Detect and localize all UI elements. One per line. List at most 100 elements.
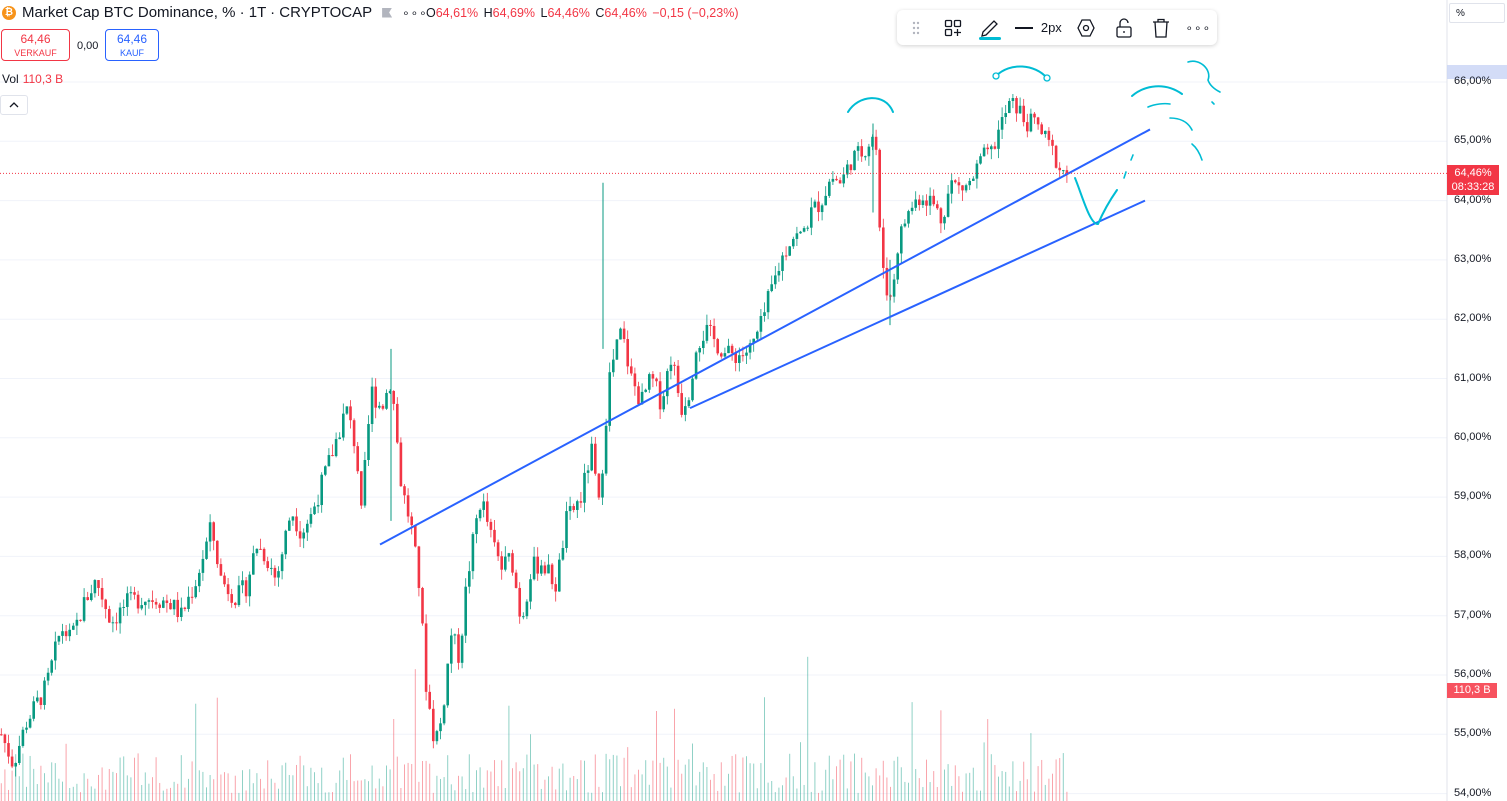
drag-handle-icon[interactable] [897, 10, 934, 45]
drawing-wave-4[interactable] [1191, 143, 1203, 161]
candle-body [734, 353, 737, 363]
hexagon-settings-icon[interactable] [1068, 10, 1105, 45]
settings-glyph [1077, 18, 1096, 37]
buy-button[interactable]: 64,46 KAUF [105, 29, 159, 61]
volume-bar [522, 768, 524, 801]
candle-body [410, 516, 413, 526]
unlock-icon[interactable] [1105, 10, 1142, 45]
candle-body [309, 514, 313, 524]
drag-handle-glyph [912, 21, 919, 34]
candle-body [39, 697, 43, 705]
volume-bar [260, 778, 261, 801]
drawing-node-1[interactable] [992, 72, 1000, 80]
candle-body [216, 540, 219, 565]
volume-bars [0, 656, 1068, 801]
drawing-dash-1[interactable] [1123, 154, 1134, 179]
candle-body [435, 731, 439, 742]
candle-body [79, 619, 82, 621]
candle-body [190, 596, 194, 598]
volume-bar [368, 781, 369, 801]
candle-body [662, 396, 665, 410]
collapse-legend-button[interactable] [0, 95, 28, 115]
candle-body [748, 343, 752, 353]
candle-body [349, 406, 352, 421]
volume-bar [1037, 766, 1039, 801]
volume-bar [983, 742, 985, 801]
candle-body [666, 371, 669, 397]
buy-price: 64,46 [116, 32, 148, 46]
volume-bar [479, 767, 481, 801]
sell-button[interactable]: 64,46 VERKAUF [1, 29, 70, 61]
volume-bar [213, 779, 215, 801]
candle-body [266, 561, 269, 568]
drawing-dot[interactable] [1211, 101, 1215, 105]
trash-icon[interactable] [1142, 10, 1179, 45]
sell-price: 64,46 [20, 32, 51, 46]
volume-bar [1016, 791, 1017, 801]
volume-bar [65, 743, 67, 801]
volume-bar [11, 770, 13, 801]
volume-bar [760, 763, 762, 801]
axis-unit[interactable]: % [1449, 3, 1505, 23]
candle-body [205, 541, 208, 559]
volume-bar [962, 791, 963, 801]
volume-bar [1041, 759, 1043, 801]
volume-bar [386, 765, 387, 801]
drawing-wave-1[interactable] [1131, 85, 1183, 97]
drawing-arc-1[interactable] [847, 97, 894, 113]
volume-bar [965, 773, 967, 801]
volume-bar [839, 759, 841, 801]
ohlc-values: O64,61% H64,69% L64,46% C64,46% −0,15 (−… [426, 6, 740, 20]
volume-bar [87, 778, 89, 801]
candle-body [291, 516, 295, 521]
candle-body [514, 572, 518, 588]
volume-bar [818, 792, 819, 801]
candle-body [428, 691, 431, 709]
candle-body [90, 593, 93, 600]
freehand-drawings[interactable] [847, 60, 1221, 225]
candle-body [892, 279, 896, 297]
volume-bar [238, 792, 240, 801]
candle-body [637, 386, 640, 405]
drawing-arc-2[interactable] [995, 65, 1048, 79]
candle-body [388, 390, 392, 393]
more-icon[interactable]: ∘∘∘ [1185, 20, 1212, 35]
volume-bar [465, 789, 467, 801]
line-width-button[interactable]: 2px [1009, 20, 1068, 35]
volume-bar [220, 774, 222, 801]
drawing-drop[interactable] [1074, 177, 1118, 225]
volume-bar [778, 787, 780, 801]
drawing-wave-5[interactable] [1187, 60, 1221, 93]
candle-body [784, 255, 788, 257]
symbol-title[interactable]: Market Cap BTC Dominance, % · 1T · CRYPT… [22, 4, 373, 21]
candle-body [1054, 145, 1058, 168]
volume-bar [656, 711, 657, 801]
pencil-icon[interactable] [972, 10, 1009, 45]
candle-body [208, 522, 212, 542]
drawing-wave-2[interactable] [1147, 102, 1171, 108]
volume-bar [371, 765, 373, 801]
candle-body [108, 609, 111, 623]
volume-bar [83, 773, 85, 801]
legend-more-icon[interactable]: ∘∘∘ [402, 5, 428, 20]
drawing-wave-3[interactable] [1169, 117, 1193, 131]
volume-bar [404, 764, 405, 801]
candle-body [219, 564, 223, 576]
volume-bar [785, 777, 787, 801]
drawing-template-icon[interactable] [934, 10, 971, 45]
volume-bar [494, 760, 495, 801]
candle-body [903, 223, 907, 227]
volume-bar [663, 757, 665, 801]
volume-bar [458, 775, 459, 801]
volume-bar [8, 789, 9, 801]
candle-body [622, 328, 626, 340]
axis-tick-label: 62,00% [1454, 312, 1492, 325]
trendlines[interactable] [379, 128, 1151, 546]
flag-icon[interactable] [382, 7, 393, 18]
volume-bar [472, 792, 474, 801]
drawing-node-2[interactable] [1043, 74, 1051, 82]
candle-body [925, 200, 928, 206]
volume-bar [324, 792, 326, 801]
volume-bar [443, 777, 445, 801]
